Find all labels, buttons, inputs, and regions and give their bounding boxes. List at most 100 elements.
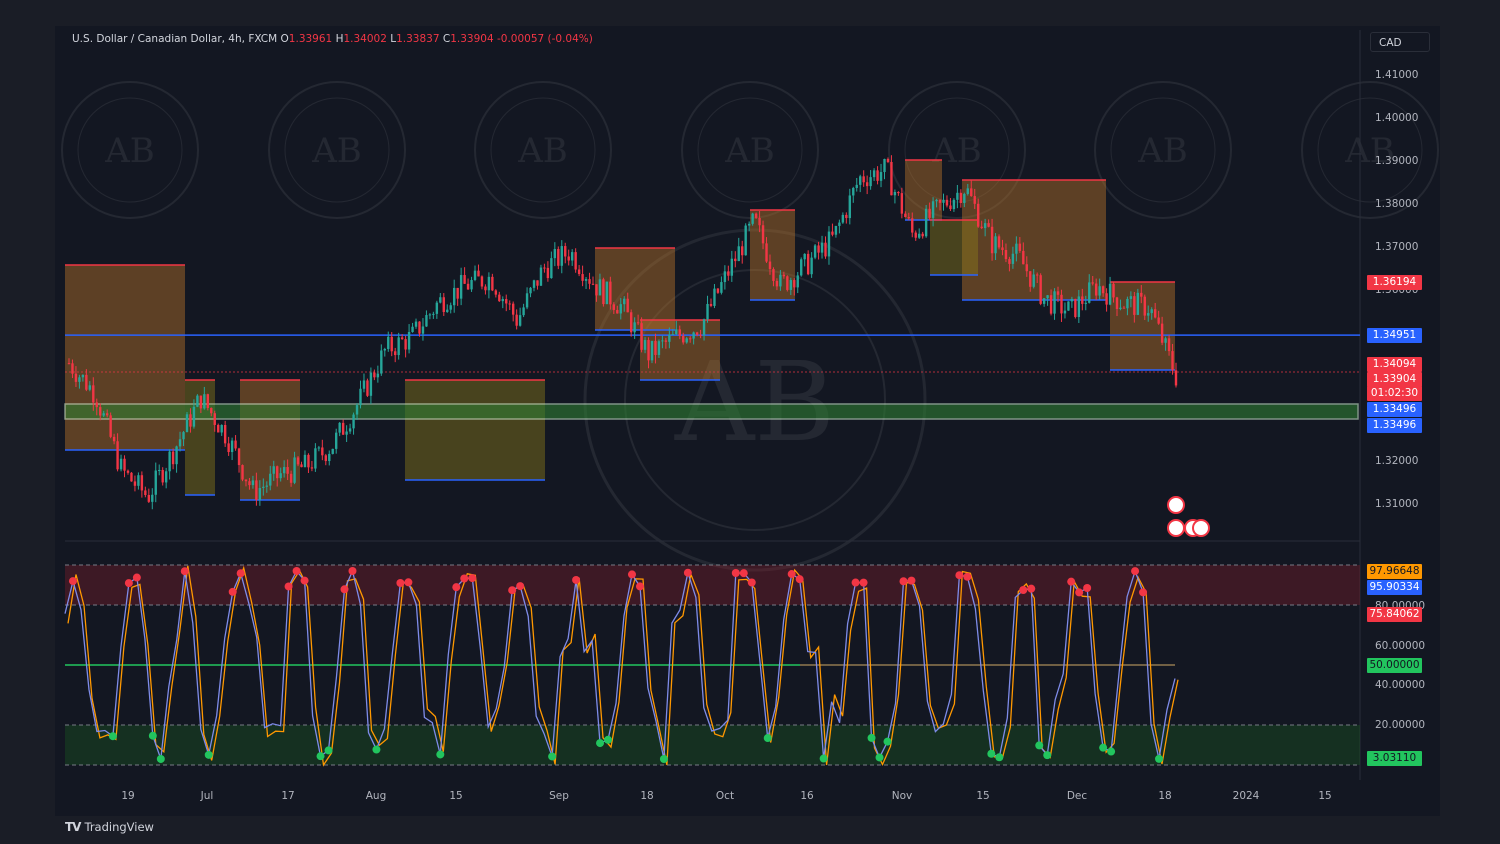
candle-body xyxy=(515,314,518,326)
time-label: 15 xyxy=(1318,790,1332,802)
osc-signal-line xyxy=(67,565,1179,767)
candle-body xyxy=(994,236,997,254)
candle-body xyxy=(1094,283,1098,296)
candle-body xyxy=(661,340,664,342)
candle-body xyxy=(945,199,949,206)
candle-body xyxy=(210,407,213,414)
candle-body xyxy=(418,321,421,334)
candle-body xyxy=(404,339,407,350)
watermark-ring xyxy=(268,81,406,219)
candle-body xyxy=(449,305,452,310)
candle-body xyxy=(1049,295,1053,314)
candle-body xyxy=(574,252,577,270)
osc-oversold-dot xyxy=(1107,747,1116,756)
osc-overbought-dot xyxy=(180,567,189,576)
candle-body xyxy=(800,259,803,276)
candle-body xyxy=(1119,307,1122,309)
candle-body xyxy=(67,363,71,365)
osc-overbought-dot xyxy=(236,569,245,578)
candle-body xyxy=(897,192,900,194)
candle-body xyxy=(907,217,910,219)
tradingview-brand[interactable]: TV TradingView xyxy=(65,820,154,834)
candle-body xyxy=(1129,296,1133,299)
osc-overbought-dot xyxy=(340,585,349,594)
candle-body xyxy=(963,193,966,204)
candle-body xyxy=(643,340,647,350)
osc-overbought-dot xyxy=(747,578,756,587)
symbol-title: U.S. Dollar / Canadian Dollar, 4h, FXCM xyxy=(72,33,278,45)
candle-body xyxy=(1067,301,1070,311)
candle-body xyxy=(852,187,855,196)
candle-body xyxy=(182,432,185,440)
candle-body xyxy=(893,192,897,196)
candle-body xyxy=(317,447,321,449)
candle-body xyxy=(654,340,657,355)
osc-oversold-dot xyxy=(883,737,892,746)
watermark-logo: AB xyxy=(931,131,982,171)
candle-body xyxy=(911,218,914,233)
overbought-band xyxy=(65,565,1360,605)
candle-body xyxy=(1126,298,1129,309)
candle-body xyxy=(779,274,782,287)
osc-axis-label: 60.00000 xyxy=(1375,640,1426,652)
candle-body xyxy=(855,184,858,188)
osc-overbought-dot xyxy=(1019,585,1028,594)
osc-overbought-dot xyxy=(787,570,796,579)
osc-oversold-dot xyxy=(156,754,165,763)
osc-mid-tag: 50.00000 xyxy=(1367,658,1422,673)
time-label: Oct xyxy=(715,790,735,802)
currency-button[interactable]: CAD xyxy=(1370,32,1430,52)
candle-body xyxy=(1018,243,1022,251)
candle-body xyxy=(1035,274,1039,276)
candle-body xyxy=(383,348,386,351)
candle-body xyxy=(1039,275,1042,304)
candle-body xyxy=(1032,274,1035,287)
price-label: 1.39000 xyxy=(1375,155,1419,167)
candle-body xyxy=(688,338,692,340)
candle-body xyxy=(1088,282,1091,303)
candle-body xyxy=(727,271,730,276)
candle-body xyxy=(1053,291,1056,314)
watermark-ring-inner xyxy=(624,269,886,531)
candle-body xyxy=(81,374,85,378)
candle-body xyxy=(213,413,216,425)
supply-demand-box xyxy=(1110,282,1175,370)
candle-body xyxy=(796,275,799,288)
osc-overbought-dot xyxy=(851,578,860,587)
candle-body xyxy=(369,372,373,396)
candle-body xyxy=(730,258,734,276)
candle-body xyxy=(459,275,463,299)
zone-bottom-price-tag: 1.33496 xyxy=(1367,418,1422,433)
candle-body xyxy=(682,335,685,343)
osc-overbought-dot xyxy=(404,578,413,587)
candle-body xyxy=(203,394,206,409)
candle-body xyxy=(1140,292,1143,297)
osc-oversold-dot xyxy=(108,732,117,741)
candle-body xyxy=(206,394,210,408)
candle-body xyxy=(480,276,484,287)
watermark-logo: AB xyxy=(104,131,155,171)
candle-body xyxy=(678,329,681,336)
osc-oversold-dot xyxy=(1035,741,1044,750)
candle-body xyxy=(286,467,289,474)
candle-body xyxy=(456,287,459,299)
candle-body xyxy=(692,332,695,339)
time-label: Jul xyxy=(200,790,214,802)
high-label: H xyxy=(335,33,344,45)
osc-overbought-dot xyxy=(396,578,405,587)
candle-body xyxy=(737,246,740,262)
candle-body xyxy=(161,470,164,483)
candle-body xyxy=(105,413,109,416)
candle-body xyxy=(650,340,654,361)
candle-body xyxy=(671,334,675,336)
candle-body xyxy=(924,208,928,237)
candle-body xyxy=(664,340,668,342)
watermark-ring-inner xyxy=(1110,97,1216,203)
candle-body xyxy=(241,465,244,480)
candle-body xyxy=(970,188,973,197)
candle-body xyxy=(130,472,133,482)
candle-body xyxy=(237,448,241,466)
osc-overbought-dot xyxy=(1067,577,1076,586)
osc-oversold-dot xyxy=(148,731,157,740)
